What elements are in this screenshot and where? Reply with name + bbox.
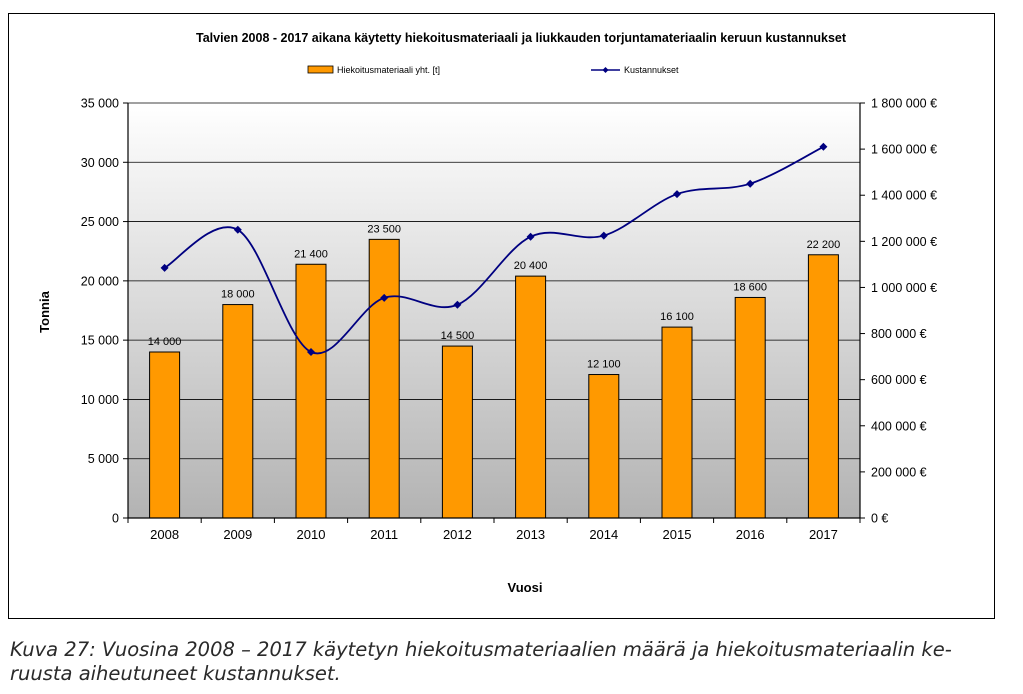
figure-caption: Kuva 27: Vuosina 2008 – 2017 käytetyn hi… (10, 638, 1000, 686)
x-tick-label: 2017 (809, 527, 838, 542)
bar-data-label: 18 600 (733, 281, 767, 293)
y-tick-label: 5 000 (88, 452, 119, 466)
bar (149, 351, 181, 519)
bar (807, 254, 839, 519)
bar (588, 374, 620, 519)
caption-line-2: ruusta aiheutuneet kustannukset. (10, 662, 341, 685)
y-tick-label: 35 000 (81, 97, 119, 111)
caption-line-1: Kuva 27: Vuosina 2008 – 2017 käytetyn hi… (10, 638, 952, 661)
combo-chart: Talvien 2008 - 2017 aikana käytetty hiek… (37, 31, 937, 595)
cost-point (599, 231, 608, 240)
bar (295, 263, 327, 519)
bar-data-label: 21 400 (294, 248, 328, 260)
y-axis-label: Tonnia (37, 290, 52, 332)
y2-tick-label: 800 000 € (871, 327, 927, 341)
y-tick-label: 20 000 (81, 274, 119, 288)
y-tick-label: 10 000 (81, 393, 119, 407)
y2-tick-label: 400 000 € (871, 419, 927, 433)
x-tick-label: 2011 (370, 527, 398, 542)
bar (222, 304, 254, 519)
legend-swatch-bar (307, 65, 334, 74)
legend: Hiekoitusmateriaali yht. [t] Kustannukset (307, 65, 679, 75)
bar (515, 275, 547, 519)
y2-tick-label: 1 600 000 € (871, 143, 937, 157)
chart-title: Talvien 2008 - 2017 aikana käytetty hiek… (196, 31, 847, 45)
bar (661, 326, 693, 519)
y2-tick-label: 1 000 000 € (871, 281, 937, 295)
cost-point (819, 142, 828, 151)
y2-tick-label: 200 000 € (871, 465, 927, 479)
x-axis-label: Vuosi (508, 580, 543, 595)
x-tick-label: 2009 (223, 527, 252, 542)
bar-data-label: 18 000 (221, 289, 255, 301)
x-tick-label: 2010 (297, 527, 326, 542)
bar (368, 238, 400, 519)
y2-tick-label: 600 000 € (871, 373, 927, 387)
plot-area: 0 5 000 10 000 15 000 20 000 25 000 30 000 35 0… (81, 97, 937, 543)
cost-point (380, 293, 389, 302)
x-tick-label: 2015 (663, 527, 692, 542)
bar (441, 345, 473, 519)
cost-point (160, 263, 169, 272)
legend-label-bar: Hiekoitusmateriaali yht. [t] (337, 65, 440, 75)
bar (734, 296, 766, 519)
y-tick-label: 0 (112, 512, 119, 526)
x-tick-label: 2008 (150, 527, 179, 542)
legend-marker-line (602, 67, 609, 73)
bar-data-label: 22 200 (807, 239, 841, 251)
y2-tick-label: 1 200 000 € (871, 235, 937, 249)
x-tick-label: 2016 (736, 527, 765, 542)
cost-line (164, 146, 824, 355)
bar-data-label: 20 400 (514, 260, 548, 272)
cost-point (307, 348, 315, 356)
cost-point (526, 232, 535, 241)
y2-tick-label: 1 800 000 € (871, 97, 937, 111)
bar-data-label: 16 100 (660, 311, 694, 323)
y-tick-label: 25 000 (81, 215, 119, 229)
y-tick-label: 30 000 (81, 156, 119, 170)
cost-point (233, 225, 242, 234)
bar-data-label: 12 100 (587, 359, 621, 371)
cost-point (746, 179, 755, 188)
bar-data-label: 23 500 (367, 223, 401, 235)
bar-data-label: 14 500 (441, 330, 475, 342)
legend-label-line: Kustannukset (624, 65, 679, 75)
cost-point (673, 190, 681, 199)
cost-point (453, 300, 462, 309)
x-tick-label: 2014 (589, 527, 618, 542)
y2-tick-label: 0 € (871, 512, 888, 526)
x-tick-label: 2012 (443, 527, 472, 542)
y-tick-label: 15 000 (81, 334, 119, 348)
bar-data-label: 14 000 (148, 336, 182, 348)
y2-tick-label: 1 400 000 € (871, 189, 937, 203)
x-tick-label: 2013 (516, 527, 545, 542)
